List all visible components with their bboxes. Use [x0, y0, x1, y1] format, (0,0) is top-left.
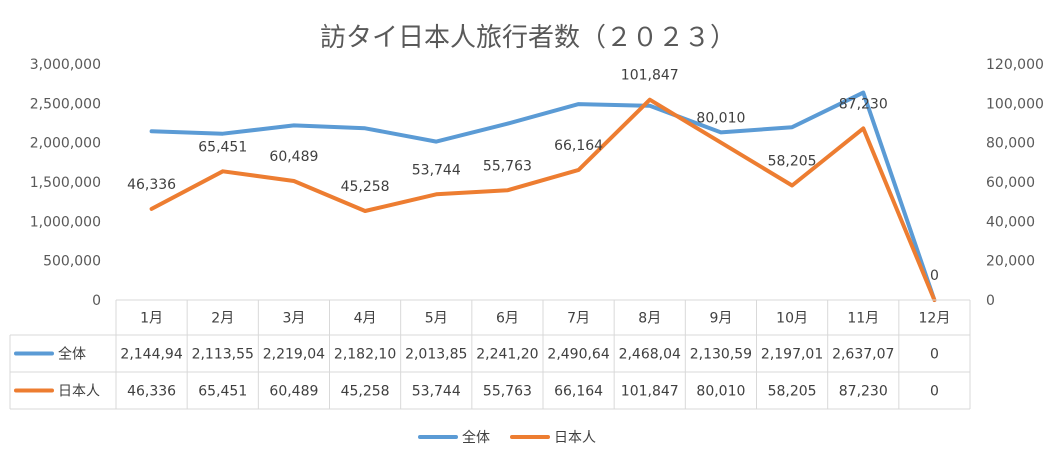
table-cell: 58,205 — [768, 384, 817, 400]
y-right-tick-label: 0 — [986, 293, 995, 309]
category-label: 11月 — [847, 311, 879, 327]
table-cell: 87,230 — [839, 384, 888, 400]
y-right-tick-label: 80,000 — [986, 136, 1035, 152]
legend-label: 日本人 — [554, 430, 596, 446]
table-cell: 60,489 — [269, 384, 318, 400]
y-right-tick-label: 60,000 — [986, 175, 1035, 191]
table-cell: 0 — [930, 384, 939, 400]
table-cell: 65,451 — [198, 384, 247, 400]
y-left-tick-label: 2,500,000 — [30, 96, 101, 112]
table-cell: 2,130,59 — [690, 347, 752, 363]
data-label: 101,847 — [621, 68, 679, 84]
table-cell: 55,763 — [483, 384, 532, 400]
table-cell: 2,113,55 — [192, 347, 254, 363]
table-cell: 2,637,07 — [832, 347, 894, 363]
table-cell: 2,013,85 — [405, 347, 467, 363]
table-series-name: 全体 — [58, 346, 86, 363]
chart-title: 訪タイ日本人旅行者数（２０２３） — [320, 23, 736, 53]
y-left-tick-label: 2,000,000 — [30, 136, 101, 152]
table-cell: 101,847 — [621, 384, 679, 400]
table-cell: 2,468,04 — [619, 347, 681, 363]
data-label: 66,164 — [554, 138, 603, 154]
y-right-tick-label: 40,000 — [986, 214, 1035, 230]
data-label: 65,451 — [198, 139, 247, 155]
category-label: 4月 — [354, 311, 377, 327]
data-label: 53,744 — [412, 162, 461, 178]
data-label: 55,763 — [483, 158, 532, 174]
data-label: 45,258 — [341, 179, 390, 195]
category-label: 2月 — [211, 311, 234, 327]
table-cell: 53,744 — [412, 384, 461, 400]
table-cell: 2,197,01 — [761, 347, 823, 363]
table-cell: 2,144,94 — [120, 347, 182, 363]
table-cell: 2,490,64 — [547, 347, 609, 363]
y-right-tick-label: 120,000 — [986, 57, 1044, 73]
category-label: 1月 — [140, 311, 163, 327]
y-left-tick-label: 3,000,000 — [30, 57, 101, 73]
data-label: 58,205 — [768, 154, 817, 170]
category-label: 5月 — [425, 311, 448, 327]
category-label: 3月 — [282, 311, 305, 327]
series-line — [149, 97, 937, 302]
plot-area: 0 500,000 1,000,000 1,500,000 2,000,000 2,500… — [30, 57, 1044, 309]
y-right-tick-label: 100,000 — [986, 96, 1044, 112]
legend-label: 全体 — [462, 429, 490, 446]
legend: 全体 日本人 — [418, 429, 596, 446]
category-label: 10月 — [776, 311, 808, 327]
category-label: 6月 — [496, 311, 519, 327]
category-label: 9月 — [709, 311, 732, 327]
data-label: 0 — [930, 268, 939, 284]
y-left-tick-label: 500,000 — [43, 254, 101, 270]
table-cell: 2,219,04 — [263, 347, 325, 363]
y-left-tick-label: 1,000,000 — [30, 214, 101, 230]
data-label: 60,489 — [269, 149, 318, 165]
y-right-tick-label: 20,000 — [986, 254, 1035, 270]
table-cell: 0 — [930, 347, 939, 363]
data-label: 46,336 — [127, 177, 176, 193]
y-left-tick-label: 1,500,000 — [30, 175, 101, 191]
table-cell: 80,010 — [696, 384, 745, 400]
table-cell: 2,241,20 — [476, 347, 538, 363]
table-series-name: 日本人 — [58, 384, 100, 400]
series-line — [149, 90, 937, 302]
table-cell: 46,336 — [127, 384, 176, 400]
category-label: 12月 — [919, 311, 951, 327]
table-cell: 45,258 — [341, 384, 390, 400]
data-label: 80,010 — [696, 111, 745, 127]
table-cell: 66,164 — [554, 384, 603, 400]
y-left-tick-label: 0 — [92, 293, 101, 309]
category-label: 7月 — [567, 311, 590, 327]
data-label: 87,230 — [839, 96, 888, 112]
category-label: 8月 — [638, 311, 661, 327]
table-cell: 2,182,10 — [334, 347, 396, 363]
